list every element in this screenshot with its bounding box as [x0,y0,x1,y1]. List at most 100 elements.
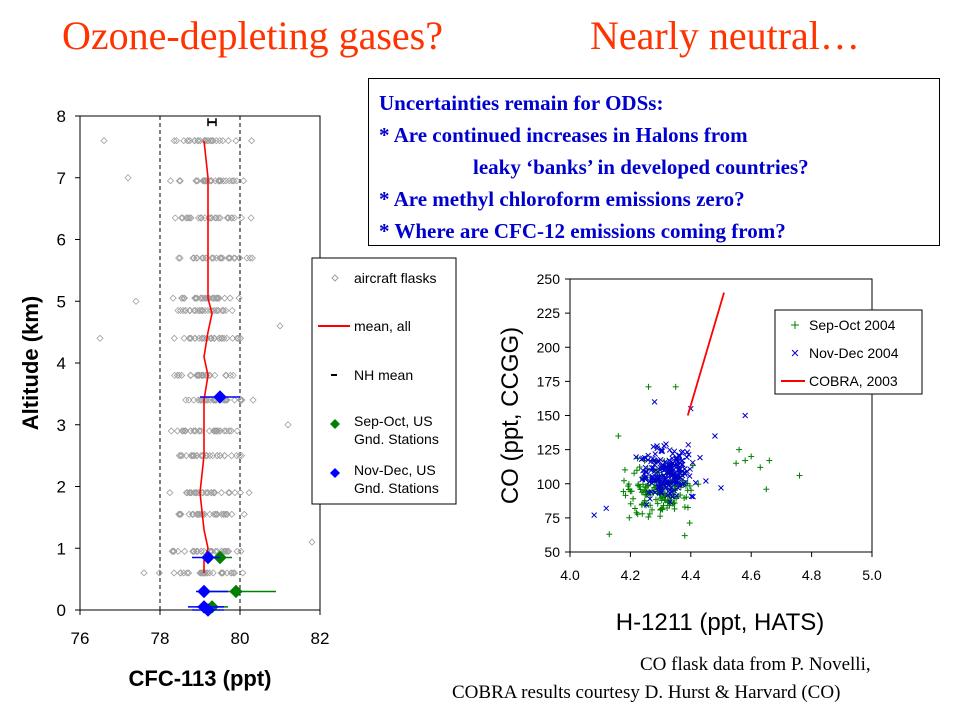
flask-point [193,294,201,302]
x-tick-label: 4.8 [802,567,822,583]
flask-point [183,489,191,497]
flask-point [214,427,222,435]
flask-point [187,371,195,379]
flask-point [178,214,186,222]
flask-point [210,306,218,315]
legend-label: Sep-Oct, US Gnd. Stations [354,413,439,447]
nov-dec-point [658,463,665,470]
nov-dec-point [718,484,724,491]
flask-point [210,427,219,435]
flask-point [202,137,210,145]
flask-point [191,137,199,145]
flask-point [132,297,140,305]
flask-point [185,334,193,342]
nov-dec-point [688,493,695,500]
flask-point [180,137,188,145]
flask-point [177,452,185,460]
flask-point [180,294,189,302]
flask-point [191,294,199,302]
flask-point [225,489,233,497]
flask-point [238,396,246,404]
flask-point [235,452,244,460]
flask-point [209,137,217,145]
flask-point [230,177,238,185]
flask-point [176,306,185,315]
flask-point [181,427,189,435]
legend-symbol [330,468,340,478]
flask-point [220,334,228,342]
nov-dec-point [640,467,646,474]
plot-frame [79,115,321,611]
nov-dec-point [681,466,688,472]
flask-point [100,137,108,145]
flask-point [199,371,207,379]
flask-point [232,137,240,145]
flask-point [209,396,217,404]
flask-point [190,452,198,460]
flask-point [187,427,195,435]
flask-point [170,547,178,555]
flask-point [178,427,186,435]
nov-dec-station-point [197,584,211,599]
y-axis-label: Altitude (km) [18,296,43,430]
nov-dec-point [654,443,660,449]
nov-dec-point [665,482,671,489]
x-tick-label: 4.6 [741,567,761,583]
flask-point [187,214,195,222]
y-tick-label: 75 [544,510,560,526]
flask-point [192,177,200,185]
y-tick-label: 125 [537,442,561,458]
flask-point [197,510,205,518]
flask-point [231,489,239,497]
flask-point [194,214,203,222]
nov-dec-point [676,467,683,473]
nov-dec-point [689,459,696,466]
flask-point [233,334,241,342]
flask-point [175,510,183,518]
flask-point [220,427,228,435]
nov-dec-point [703,478,709,484]
legend-box [311,257,457,505]
nov-dec-point [649,477,656,484]
legend-label-line: Gnd. Stations [354,431,439,447]
flask-point [196,569,204,577]
nov-dec-point [649,474,655,481]
flask-point [215,294,223,302]
co-h1211-scatter-chart: 4.0 4.2 4.4 4.6 4.8 5.0 50 75 100 125 150 175 200 225… [497,271,923,636]
legend-label: aircraft flasks [354,270,436,286]
flask-point [220,306,228,315]
nov-dec-point [660,473,667,480]
x-tick-label: 82 [311,629,330,648]
y-tick-label: 200 [537,339,561,355]
y-tick-label: 5 [57,292,66,311]
flask-point [186,334,195,342]
nov-dec-point [648,465,655,471]
legend-symbol [331,274,339,282]
nov-dec-point [690,493,696,500]
flask-point [191,306,199,315]
nov-dec-point [651,398,658,405]
flask-point [222,177,230,185]
flask-point [180,294,188,302]
flask-point [192,294,200,302]
flask-point [213,452,221,460]
nov-dec-point [664,492,671,499]
flask-point [237,452,246,460]
flask-point [248,254,256,262]
flask-point [197,452,205,460]
x-tick-label: 4.4 [681,567,701,583]
uncertainty-halons-cont: leaky ‘banks’ in developed countries? [473,155,809,179]
flask-point [221,294,229,302]
flask-point [213,294,221,302]
flask-point [211,371,219,379]
mean-all-line [199,140,213,573]
legend-label: Nov-Dec, US Gnd. Stations [354,462,439,496]
nov-dec-point [673,492,680,499]
x-tick-label: 78 [151,629,170,648]
flask-point [222,371,230,379]
nov-dec-station-point [213,390,227,404]
flask-point [200,547,208,555]
flask-point [205,214,213,222]
flask-point [178,452,186,460]
